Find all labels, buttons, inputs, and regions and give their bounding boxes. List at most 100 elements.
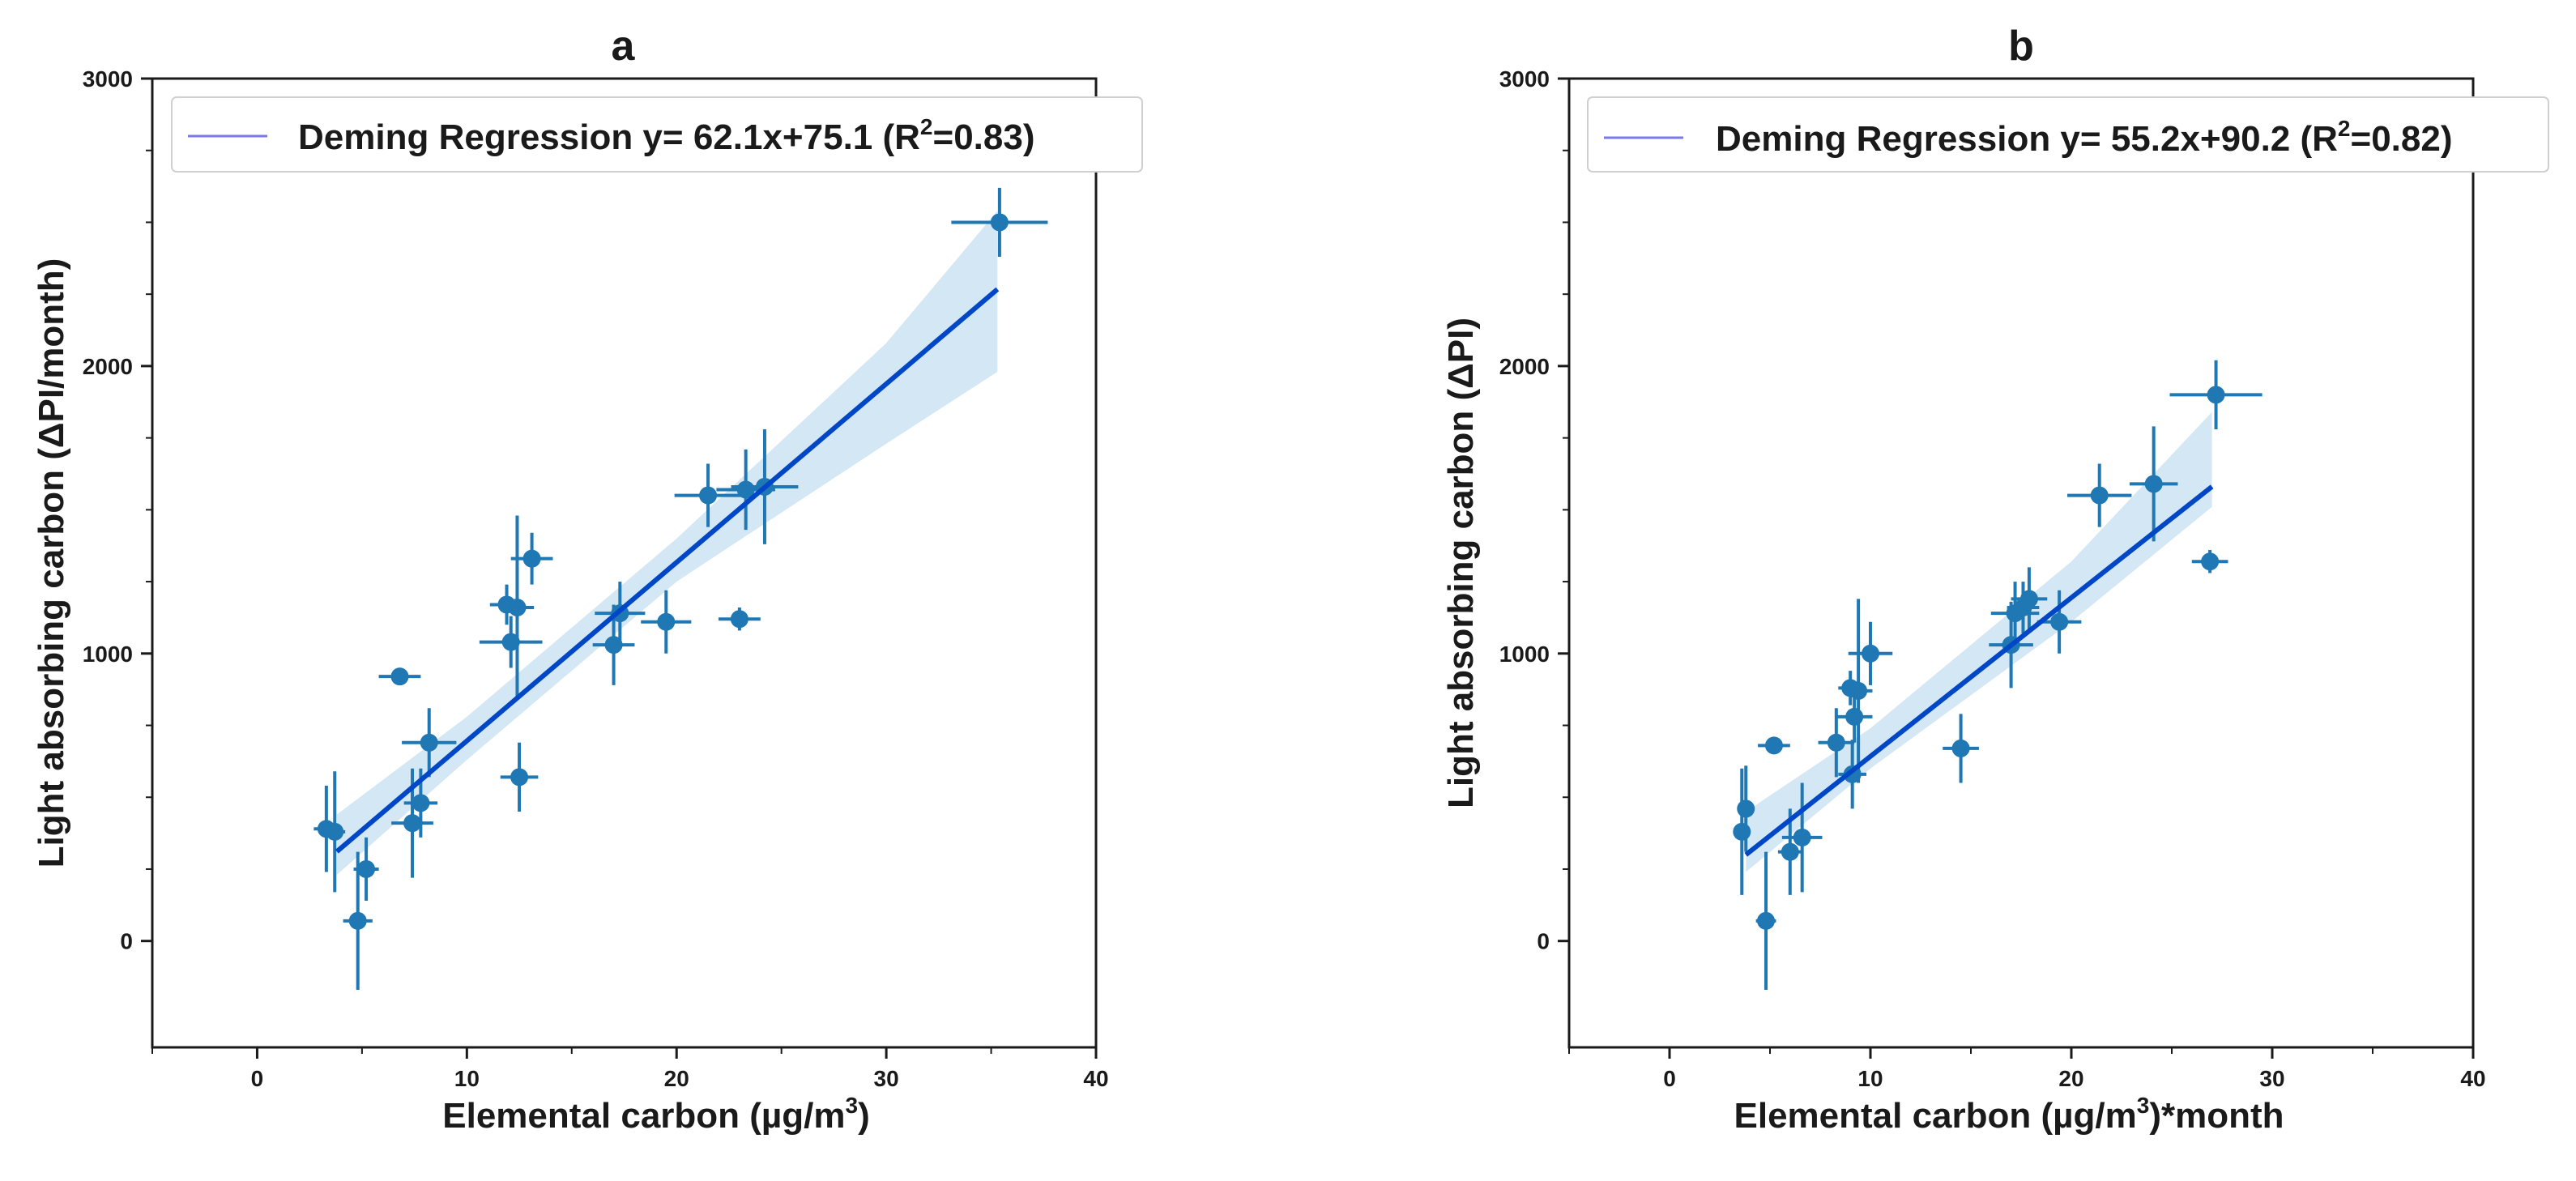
data-point xyxy=(1848,621,1893,685)
point-marker xyxy=(2050,612,2069,631)
panel-b: b 0 10 20 30 40 0 1000 2000 3000 Elemental carbo… xyxy=(1441,23,2549,1136)
confidence-band-layer xyxy=(336,211,998,876)
x-axis-label: Elemental carbon (µg/m3)*month xyxy=(1734,1093,2284,1136)
legend: Deming Regression y= 62.1x+75.1 (R2=0.83… xyxy=(171,96,1143,173)
axis-ticks: 0 10 20 30 40 0 1000 2000 3000 xyxy=(1499,66,2486,1091)
data-point xyxy=(510,532,553,585)
point-marker xyxy=(1793,828,1811,846)
data-point xyxy=(1755,851,1776,991)
point-marker xyxy=(412,794,430,812)
data-point xyxy=(1737,765,1755,852)
data-point xyxy=(1844,599,1873,783)
x-tick-label: 30 xyxy=(2259,1066,2284,1091)
data-point xyxy=(324,771,346,893)
point-marker xyxy=(990,213,1009,232)
legend-box xyxy=(171,96,1143,173)
legend: Deming Regression y= 55.2x+90.2 (R2=0.82… xyxy=(1587,96,2549,173)
point-marker xyxy=(2019,590,2038,608)
point-marker xyxy=(2201,552,2220,571)
x-tick-label: 20 xyxy=(2058,1066,2083,1091)
confidence-band xyxy=(336,211,998,876)
x-tick-label: 30 xyxy=(874,1066,899,1091)
point-marker xyxy=(1737,799,1755,818)
point-marker xyxy=(2144,475,2163,493)
point-marker xyxy=(1757,911,1776,930)
y-tick-label: 0 xyxy=(120,929,133,954)
data-point xyxy=(500,742,539,812)
data-point xyxy=(1733,768,1751,895)
data-point xyxy=(1777,808,1802,895)
data-point xyxy=(1818,708,1855,778)
data-points-layer xyxy=(313,187,1048,991)
y-tick-label: 1000 xyxy=(1499,642,1550,667)
data-point xyxy=(1758,736,1790,755)
data-point xyxy=(2129,426,2178,542)
y-tick-label: 2000 xyxy=(1499,354,1550,379)
data-point xyxy=(951,187,1048,258)
point-marker xyxy=(1862,644,1879,663)
y-tick-label: 0 xyxy=(1537,929,1550,954)
x-tick-label: 40 xyxy=(1083,1066,1108,1091)
data-point xyxy=(2191,550,2228,573)
x-tick-label: 0 xyxy=(251,1066,264,1091)
point-marker xyxy=(2090,486,2109,505)
point-marker xyxy=(730,610,748,629)
data-points-layer xyxy=(1733,360,2263,991)
point-marker xyxy=(1951,739,1970,757)
x-tick-label: 20 xyxy=(664,1066,689,1091)
point-marker xyxy=(326,822,344,841)
data-point xyxy=(2011,567,2048,631)
point-marker xyxy=(522,549,541,568)
x-tick-label: 40 xyxy=(2460,1066,2485,1091)
data-point xyxy=(353,837,379,902)
data-point xyxy=(2169,360,2263,429)
regression-line xyxy=(335,287,1000,854)
point-marker xyxy=(357,859,376,878)
point-marker xyxy=(348,911,367,930)
point-marker xyxy=(1733,822,1751,841)
regression-line xyxy=(1744,484,2214,857)
fit-line-layer xyxy=(1744,484,2214,857)
data-point xyxy=(2067,463,2132,527)
data-point xyxy=(641,590,692,654)
legend-label: Deming Regression y= 55.2x+90.2 (R2=0.82… xyxy=(1716,116,2452,159)
plot-frame xyxy=(1567,77,2475,1049)
point-marker xyxy=(510,768,529,787)
data-point xyxy=(479,616,543,668)
point-marker xyxy=(1781,842,1799,861)
data-point xyxy=(500,515,535,700)
legend-label: Deming Regression y= 62.1x+75.1 (R2=0.83… xyxy=(298,114,1034,157)
point-marker xyxy=(1764,736,1783,755)
point-marker xyxy=(657,612,676,631)
point-marker xyxy=(1849,681,1868,700)
y-tick-label: 3000 xyxy=(83,66,133,92)
point-marker xyxy=(2207,386,2225,404)
data-point xyxy=(1943,714,1979,783)
y-axis-label: Light absorbing carbon (ΔPI) xyxy=(1441,318,1481,808)
plot-frame xyxy=(151,77,1098,1049)
y-tick-label: 2000 xyxy=(83,354,133,379)
data-point xyxy=(719,608,761,631)
axis-ticks: 0 10 20 30 40 0 1000 2000 3000 xyxy=(83,66,1109,1091)
point-marker xyxy=(1845,707,1864,726)
data-point xyxy=(1781,782,1823,893)
panel-title: a xyxy=(612,23,636,70)
point-marker xyxy=(390,667,409,686)
confidence-band xyxy=(1746,411,2212,872)
fit-line-layer xyxy=(335,287,1000,854)
confidence-band-layer xyxy=(1746,411,2212,872)
point-marker xyxy=(699,486,718,505)
x-axis-label: Elemental carbon (µg/m3) xyxy=(442,1093,869,1136)
x-tick-label: 10 xyxy=(1857,1066,1883,1091)
y-tick-label: 3000 xyxy=(1499,66,1550,92)
x-tick-label: 10 xyxy=(454,1066,480,1091)
legend-box xyxy=(1587,96,2549,173)
point-marker xyxy=(604,636,623,654)
point-marker xyxy=(403,814,422,833)
panel-a: a 0 10 20 30 40 0 1000 2000 3000 Elemental carbo… xyxy=(32,23,1143,1136)
point-marker xyxy=(1827,733,1845,752)
point-marker xyxy=(508,599,527,617)
data-point xyxy=(378,667,421,686)
y-tick-label: 1000 xyxy=(83,642,133,667)
